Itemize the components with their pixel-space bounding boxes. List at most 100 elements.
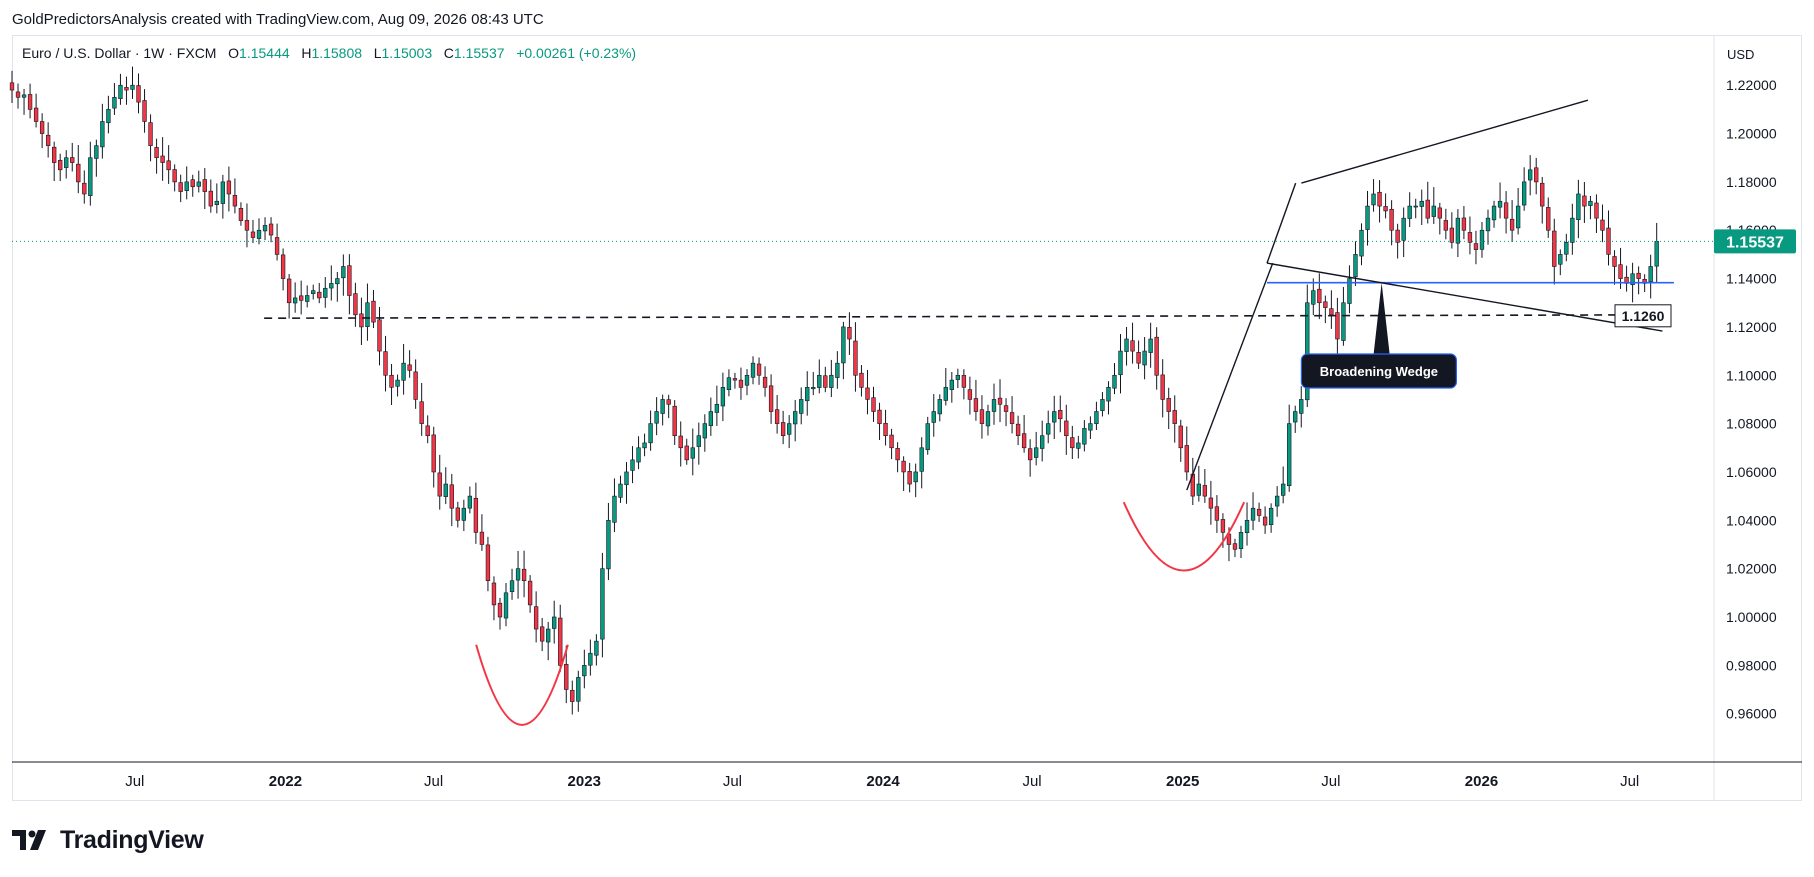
x-tick-label: 2023 — [568, 773, 601, 790]
candle — [172, 164, 177, 192]
candle — [1624, 265, 1629, 292]
x-tick-label: Jul — [1620, 773, 1639, 790]
candle — [1347, 265, 1352, 314]
candle — [335, 272, 340, 302]
candle — [636, 436, 641, 470]
price-tags: 1.15537 1.1260 — [1614, 229, 1796, 328]
candle — [690, 428, 695, 476]
candle — [1256, 502, 1262, 522]
candle — [979, 395, 985, 439]
candle — [955, 368, 961, 389]
candle — [94, 139, 99, 177]
candle — [1419, 189, 1424, 226]
candle — [606, 502, 611, 581]
candle — [1335, 297, 1340, 358]
candle — [395, 374, 400, 397]
candle — [473, 482, 479, 544]
candle — [527, 575, 533, 613]
candle — [401, 343, 406, 395]
time-axis[interactable]: Jul 2022 Jul 2023 Jul 2024 Jul 2025 Jul 2026 Jul — [125, 773, 1639, 790]
candle — [937, 394, 942, 422]
candle — [1268, 503, 1274, 533]
candle — [268, 217, 274, 243]
candle — [546, 621, 551, 661]
candle — [1274, 486, 1280, 517]
candle — [1250, 492, 1256, 531]
candle — [196, 170, 201, 193]
candle — [799, 387, 804, 425]
x-tick-label: Jul — [723, 773, 742, 790]
candle — [1027, 439, 1033, 477]
candle — [1262, 506, 1268, 534]
candle — [1552, 218, 1557, 285]
candle — [1515, 187, 1521, 235]
y-tick-label: 0.96000 — [1726, 706, 1777, 722]
candle — [1461, 206, 1467, 240]
candle — [124, 76, 129, 105]
candle — [1287, 404, 1292, 492]
candle — [1365, 190, 1370, 246]
symbol-name: Euro / U.S. Dollar · 1W · FXCM — [22, 45, 217, 61]
chart-frame[interactable] — [12, 35, 1802, 801]
candle — [214, 183, 220, 214]
candle — [202, 168, 207, 210]
candle — [33, 93, 39, 128]
candle — [762, 366, 768, 397]
candle — [154, 138, 159, 174]
candle — [1588, 195, 1593, 220]
rounded-bottom-2 — [1122, 501, 1246, 572]
broadening-wedge-label: Broadening Wedge — [1320, 364, 1438, 379]
candle — [949, 371, 954, 403]
x-tick-label: Jul — [1022, 773, 1041, 790]
candle — [907, 462, 912, 493]
candle — [871, 386, 876, 422]
candle — [877, 402, 882, 440]
candle — [1076, 435, 1081, 459]
y-tick-label: 1.04000 — [1726, 512, 1777, 528]
candle — [1582, 182, 1587, 223]
candle — [1600, 204, 1605, 243]
x-tick-label: Jul — [125, 773, 144, 790]
symbol-legend[interactable]: Euro / U.S. Dollar · 1W · FXCM O1.15444 … — [22, 45, 636, 61]
annotations-layer: Broadening Wedge — [12, 99, 1714, 726]
price-axis[interactable]: 1.220001.200001.180001.160001.140001.120… — [1726, 77, 1777, 721]
tradingview-logo[interactable]: TradingView — [12, 823, 204, 857]
candle — [178, 174, 183, 203]
candle — [847, 312, 852, 355]
candle — [425, 415, 430, 444]
x-tick-label: 2024 — [866, 773, 900, 790]
candle — [805, 371, 810, 416]
current-price-label: 1.15537 — [1726, 234, 1784, 251]
candle — [558, 604, 563, 673]
candle — [738, 367, 744, 400]
candle — [1359, 223, 1364, 266]
candle — [570, 680, 575, 715]
candle — [1648, 254, 1653, 299]
support-price-label: 1.1260 — [1622, 308, 1665, 324]
y-tick-label: 1.10000 — [1726, 367, 1777, 383]
candle — [1136, 340, 1141, 369]
candle — [1479, 222, 1485, 258]
candle — [588, 639, 593, 676]
candle — [1058, 395, 1063, 433]
candle — [292, 282, 298, 313]
candle — [793, 400, 798, 442]
candle — [1377, 180, 1382, 223]
y-tick-label: 1.18000 — [1726, 174, 1777, 190]
x-tick-label: 2026 — [1465, 773, 1498, 790]
broadening-wedge-callout: Broadening Wedge — [1300, 282, 1457, 389]
candle — [1064, 404, 1069, 455]
candle — [750, 356, 756, 385]
wedge-lower-line — [1266, 262, 1663, 332]
candle — [1570, 203, 1575, 255]
candle — [27, 83, 33, 119]
candle — [190, 174, 195, 197]
candle — [919, 437, 924, 489]
candle — [1202, 468, 1208, 503]
candle — [371, 289, 376, 329]
candle — [1323, 295, 1328, 324]
currency-button[interactable]: USD — [1727, 47, 1755, 62]
candle — [883, 409, 888, 446]
candle — [485, 536, 491, 592]
